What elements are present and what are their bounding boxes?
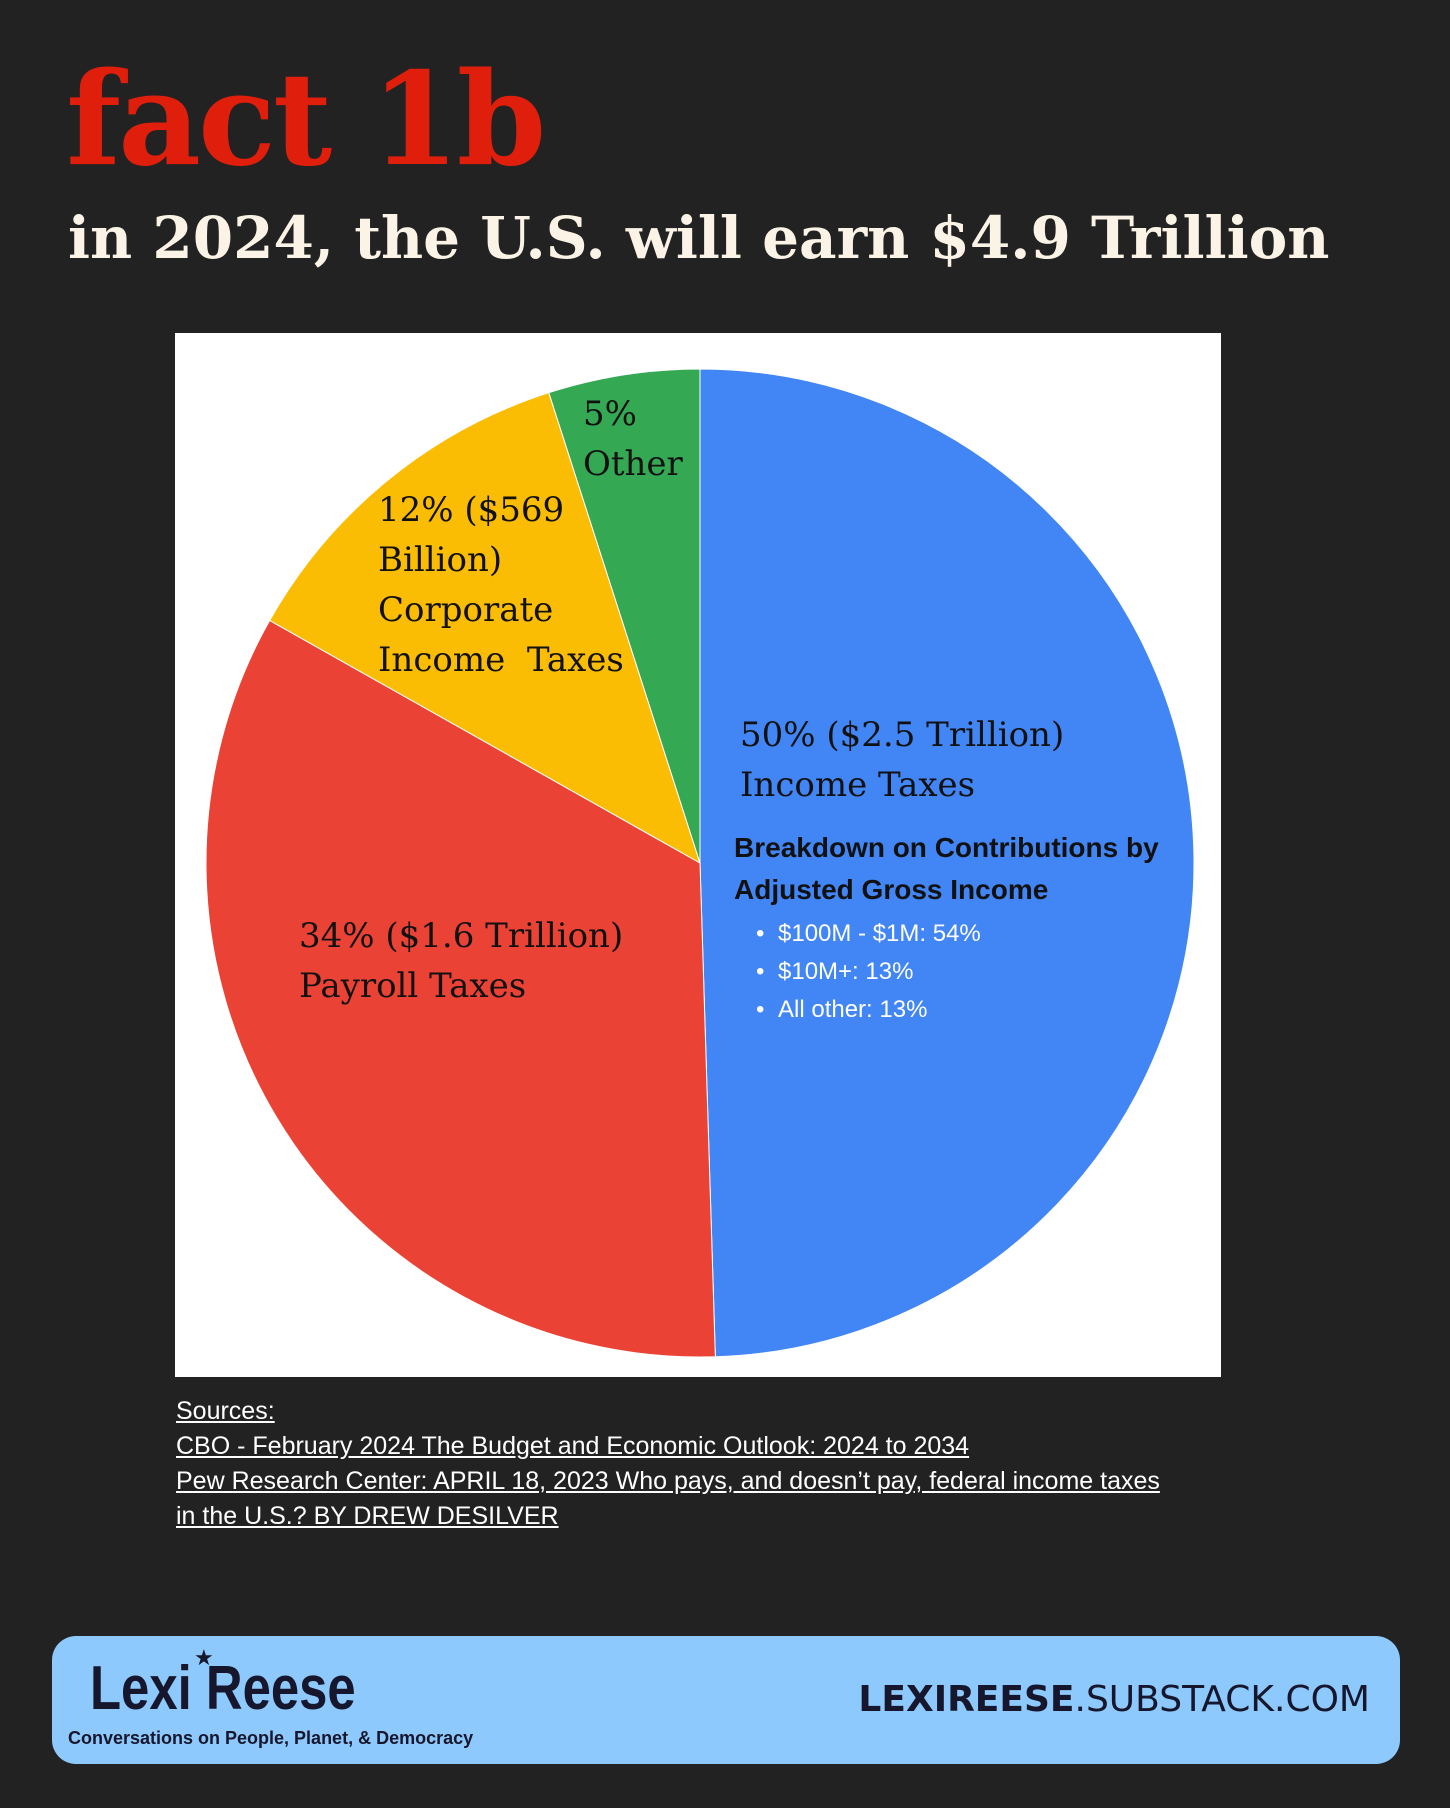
breakdown-list: $100M - $1M: 54% $10M+: 13% All other: 1…	[734, 915, 1164, 1029]
pie-slice-other	[548, 368, 701, 864]
star-icon: ★	[194, 1646, 214, 1671]
slice-label-line: 5%	[583, 394, 637, 434]
page-subtitle: in 2024, the U.S. will earn $4.9 Trillio…	[68, 204, 1330, 272]
slice-label-line: Income Taxes	[378, 640, 624, 680]
breakdown-item: $100M - $1M: 54%	[756, 915, 1164, 953]
breakdown-item: All other: 13%	[756, 991, 1164, 1029]
slice-label-line: Income Taxes	[740, 765, 976, 805]
brand-logo-name: Lexi Reese	[90, 1654, 356, 1723]
source-link[interactable]: in the U.S.? BY DREW DESILVER	[176, 1502, 559, 1530]
slice-label-income: 50% ($2.5 Trillion) Income Taxes	[740, 710, 1064, 810]
pie-chart	[205, 368, 1195, 1358]
slice-label-line: 50% ($2.5 Trillion)	[740, 715, 1065, 755]
slice-label-line: Payroll Taxes	[299, 966, 527, 1006]
breakdown-title-line: Breakdown on Contributions by	[734, 832, 1159, 863]
slice-label-line: Other	[583, 444, 683, 484]
breakdown-title-line: Adjusted Gross Income	[734, 874, 1049, 905]
source-link[interactable]: Pew Research Center: APRIL 18, 2023 Who …	[176, 1467, 1160, 1495]
pie-slice-corp	[268, 392, 701, 865]
breakdown-item: $10M+: 13%	[756, 953, 1164, 991]
slice-label-other: 5% Other	[583, 389, 683, 489]
income-breakdown: Breakdown on Contributions by Adjusted G…	[734, 827, 1164, 1029]
pie-slice-income	[699, 368, 1195, 1358]
slice-label-payroll: 34% ($1.6 Trillion) Payroll Taxes	[299, 911, 623, 1011]
slice-label-line: 34% ($1.6 Trillion)	[299, 916, 624, 956]
substack-link[interactable]: LEXIREESE.SUBSTACK.COM	[858, 1678, 1370, 1722]
page-title: fact 1b	[66, 45, 546, 195]
footer-banner: Lexi Reese ★ Conversations on People, Pl…	[52, 1636, 1400, 1764]
slice-label-line: 12% ($569	[378, 490, 565, 530]
brand-tagline: Conversations on People, Planet, & Democ…	[68, 1728, 474, 1748]
slice-label-line: Billion)	[378, 540, 503, 580]
slice-label-line: Corporate	[378, 590, 554, 630]
sources-block: Sources: CBO - February 2024 The Budget …	[176, 1394, 1256, 1534]
sources-heading: Sources:	[176, 1397, 275, 1425]
pie-slice-payroll	[205, 619, 716, 1358]
site-link-rest: .SUBSTACK.COM	[1074, 1679, 1370, 1720]
source-link[interactable]: CBO - February 2024 The Budget and Econo…	[176, 1432, 970, 1460]
pie-chart-panel: 5% Other 12% ($569 Billion) Corporate In…	[175, 333, 1221, 1377]
slice-label-corporate: 12% ($569 Billion) Corporate Income Taxe…	[378, 485, 624, 685]
site-link-bold: LEXIREESE	[858, 1679, 1075, 1720]
